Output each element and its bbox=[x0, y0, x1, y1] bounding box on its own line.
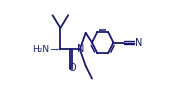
Text: H₂N: H₂N bbox=[32, 45, 49, 54]
Text: O: O bbox=[69, 63, 76, 73]
Text: N: N bbox=[77, 44, 84, 54]
Text: N: N bbox=[135, 38, 142, 48]
